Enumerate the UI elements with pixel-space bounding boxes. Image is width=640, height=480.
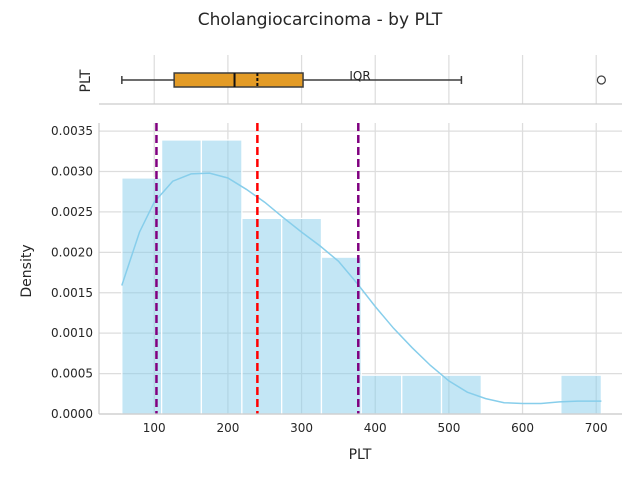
x-tick-label: 200 bbox=[216, 421, 239, 435]
boxplot-iqr-annotation: IQR bbox=[349, 69, 370, 83]
x-axis-label: PLT bbox=[349, 447, 372, 463]
y-tick-label: 0.0010 bbox=[51, 326, 93, 340]
boxplot-panel: PLT IQR bbox=[78, 55, 622, 105]
x-tick-label: 700 bbox=[585, 421, 608, 435]
boxplot-y-label: PLT bbox=[78, 69, 94, 92]
x-tick-label: 100 bbox=[143, 421, 166, 435]
histogram-bars bbox=[121, 139, 602, 415]
y-tick-label: 0.0025 bbox=[51, 205, 93, 219]
y-tick-label: 0.0005 bbox=[51, 367, 93, 381]
x-tick-label: 300 bbox=[290, 421, 313, 435]
histogram-bar bbox=[241, 217, 283, 415]
y-axis-ticks: 0.0000 0.0005 0.0010 0.0015 0.0020 0.0025 0.00… bbox=[51, 124, 93, 421]
histogram-bar bbox=[160, 139, 203, 415]
y-tick-label: 0.0000 bbox=[51, 407, 93, 421]
x-tick-label: 600 bbox=[511, 421, 534, 435]
histogram-panel: 100 200 300 400 500 600 700 0.0000 0.0005 0.0010… bbox=[19, 123, 622, 463]
histogram-bar bbox=[360, 374, 403, 415]
x-tick-label: 500 bbox=[437, 421, 460, 435]
boxplot-box bbox=[173, 72, 304, 88]
x-axis-ticks: 100 200 300 400 500 600 700 bbox=[143, 421, 608, 435]
y-tick-label: 0.0035 bbox=[51, 124, 93, 138]
chart-title: Cholangiocarcinoma - by PLT bbox=[198, 10, 443, 30]
histogram-bar bbox=[281, 217, 323, 415]
y-tick-label: 0.0020 bbox=[51, 245, 93, 259]
boxplot-outlier bbox=[596, 75, 606, 85]
histogram-bar bbox=[121, 177, 163, 415]
reference-lines bbox=[155, 123, 360, 414]
histogram-bar bbox=[560, 374, 602, 415]
kde-curve bbox=[121, 172, 602, 405]
y-tick-label: 0.0015 bbox=[51, 286, 93, 300]
y-tick-label: 0.0030 bbox=[51, 165, 93, 179]
histogram-bar bbox=[401, 374, 443, 415]
histogram-bar bbox=[320, 256, 362, 415]
boxplot bbox=[121, 72, 606, 88]
y-axis-label: Density bbox=[19, 244, 35, 297]
histogram-bar bbox=[200, 139, 243, 415]
x-tick-label: 400 bbox=[364, 421, 387, 435]
